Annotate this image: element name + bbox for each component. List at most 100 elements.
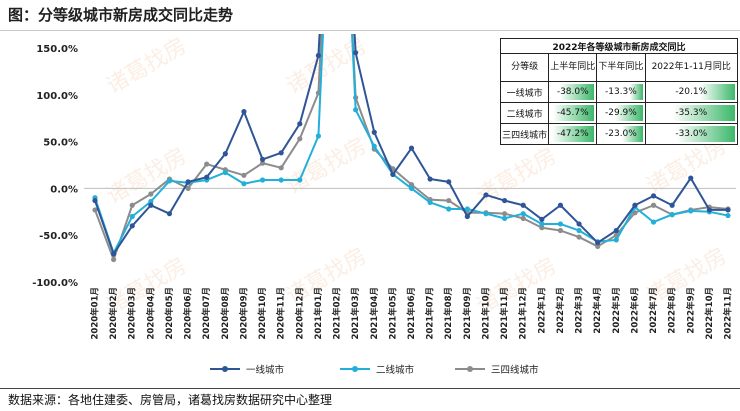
data-point [520,211,526,217]
data-point [669,202,675,208]
data-point [111,256,117,263]
data-point [315,52,322,59]
x-tick-label: 2022年2月 [555,287,566,334]
data-point [483,211,489,217]
x-tick-label: 2021年07月 [425,287,436,340]
data-point [520,215,526,221]
x-tick-label: 2020年10月 [257,287,268,340]
x-tick-label: 2020年05月 [164,287,175,340]
data-point [557,221,564,227]
data-point [464,206,470,212]
data-point [576,234,582,240]
cell-value: -23.0% [605,129,637,139]
summary-table: 2022年各等级城市新房成交同比 分等级 上半年同比 下半年同比 2022年1-… [499,38,739,145]
data-point [148,202,154,208]
data-point [446,206,452,212]
data-point [446,197,452,204]
data-point [278,177,284,183]
row-label: 一线城市 [499,81,550,103]
cell-value: -38.0% [556,87,589,97]
data-point [241,181,247,187]
table-header: 2022年1-11月同比 [644,53,739,82]
data-point [725,207,731,213]
x-tick-label: 2022年4月 [592,287,603,334]
value-bar [559,84,595,100]
data-point [278,150,284,156]
x-tick-label: 2020年04月 [145,287,156,340]
chart-legend: 一线城市 二线城市 三四线城市 [210,364,539,376]
data-point [427,176,433,182]
x-tick-label: 2022年5月 [611,287,622,334]
data-point [501,215,508,221]
x-tick-label: 2021年10月 [480,287,491,340]
x-tick-label: 2022年11月 [723,287,734,340]
legend-marker [467,366,473,372]
table-caption: 2022年各等级城市新房成交同比 [500,38,738,54]
data-point [595,243,601,250]
y-tick-label: 50.0% [43,138,78,149]
row-label: 二线城市 [499,102,550,124]
footer-divider [0,388,740,389]
data-point [688,175,694,181]
x-tick-label: 2020年03月 [127,287,138,340]
table-header: 分等级 [499,53,550,82]
x-tick-label: 2021年11月 [499,287,510,340]
data-point [650,219,657,225]
cell-value: -47.2% [556,129,589,139]
data-point [446,179,452,185]
data-point [148,198,154,205]
data-point [259,156,266,162]
data-point [483,192,489,198]
data-point [371,143,377,149]
x-tick-label: 2020年11月 [276,287,287,340]
x-tick-label: 2020年01月 [90,287,101,340]
data-point [259,160,266,166]
x-tick-label: 2021年02月 [332,287,343,340]
x-tick-label: 2022年6月 [629,287,640,334]
data-point [408,182,415,188]
data-point [501,211,508,217]
x-tick-label: 2020年08月 [220,287,231,340]
data-point [539,225,545,231]
data-point [539,216,545,222]
data-point [650,193,657,199]
data-point [166,178,173,184]
data-point [111,251,117,257]
title-divider [0,30,740,31]
data-point [297,121,303,127]
data-point [222,169,228,176]
data-point [557,202,564,208]
x-tick-label: 2020年09月 [238,287,249,340]
data-point [166,211,173,217]
x-tick-label: 2020年06月 [183,287,194,340]
data-point [297,136,303,142]
source-note: 数据来源：各地住建委、房管局，诸葛找房数据研究中心整理 [8,393,333,407]
data-point [185,185,191,191]
x-tick-label: 2022年8月 [667,287,678,334]
data-point [706,207,712,213]
data-point [427,199,433,206]
watermark-text: 诸葛找房 [472,144,561,210]
page-title: 图：分等级城市新房成交同比走势 [8,6,234,24]
data-point [297,177,303,183]
y-tick-label: -50.0% [39,231,78,242]
x-tick-label: 2020年12月 [294,287,305,340]
table-header: 上半年同比 [548,53,598,82]
cell-value: -45.7% [556,108,589,118]
data-point [129,213,135,220]
table-row: 三四线城市 -47.2% -23.0% -33.0% [499,123,739,145]
legend-label: 一线城市 [246,364,285,376]
data-point [408,145,415,151]
legend-label: 二线城市 [376,364,415,376]
data-point [148,191,154,197]
data-point [669,212,675,218]
data-point [129,223,135,229]
data-point [613,237,619,243]
data-point [613,227,619,234]
x-tick-label: 2020年02月 [108,287,119,340]
row-label: 三四线城市 [499,123,550,145]
data-point [222,151,228,157]
data-point [185,179,191,185]
y-tick-label: 150.0% [36,44,78,55]
